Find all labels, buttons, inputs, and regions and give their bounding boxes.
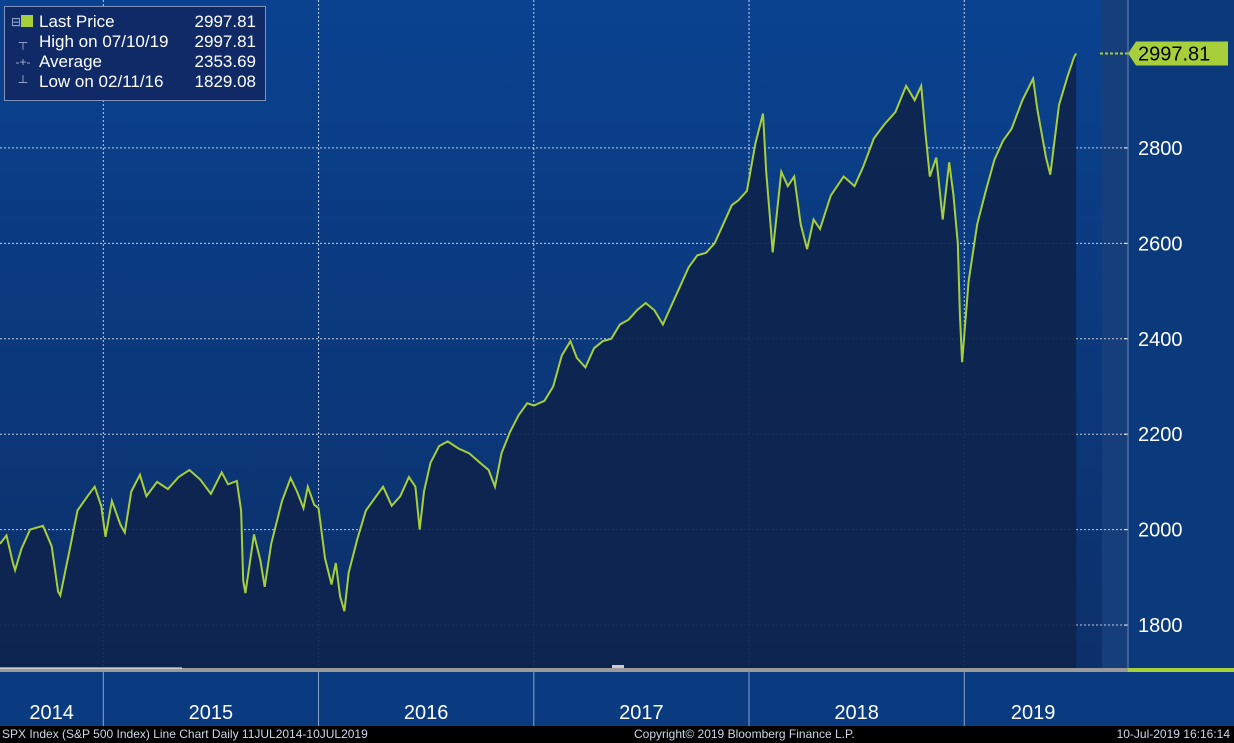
last-price-tag-text: 2997.81: [1138, 44, 1210, 66]
footer-timestamp: 10-Jul-2019 16:16:14: [1116, 727, 1230, 741]
x-year-label: 2016: [404, 702, 449, 724]
legend-row-high: ┬ High on 07/10/19 2997.81: [11, 32, 258, 52]
low-marker-icon: ┴: [18, 75, 28, 89]
legend-row-average: -+- Average 2353.69: [11, 52, 258, 72]
x-year-label: 2017: [619, 702, 664, 724]
legend-label: Last Price: [39, 12, 115, 31]
high-marker-icon: ┬: [18, 35, 28, 49]
last-price-tag: 2997.81: [1128, 41, 1228, 66]
x-axis-separator: [0, 668, 1234, 672]
x-axis: 2014 2015 2016 2017 2018 2019: [29, 672, 1055, 726]
legend-row-last-price: ⊟ Last Price 2997.81: [11, 12, 258, 32]
y-axis: 1800 2000 2200 2400 2600 2800: [1124, 0, 1183, 668]
legend-value: 1829.08: [194, 72, 256, 91]
y-tick-label: 2400: [1138, 329, 1183, 351]
legend-label: High on 07/10/19: [39, 32, 169, 51]
price-line: [0, 52, 1078, 612]
last-price-axis-marker: [1128, 668, 1234, 673]
x-year-label: 2014: [29, 702, 74, 724]
scroll-indicator: [0, 667, 182, 669]
average-marker-icon: -+-: [15, 55, 31, 69]
legend-row-low: ┴ Low on 02/11/16 1829.08: [11, 72, 258, 92]
future-band: [1102, 0, 1128, 668]
price-area-fill: [0, 53, 1077, 668]
y-tick-label: 2000: [1138, 520, 1183, 542]
drag-handle-icon[interactable]: [612, 665, 624, 668]
y-tick-label: 2600: [1138, 233, 1183, 255]
x-year-label: 2019: [1011, 702, 1056, 724]
y-tick-label: 2800: [1138, 138, 1183, 160]
footer-chart-description: SPX Index (S&P 500 Index) Line Chart Dai…: [2, 727, 368, 741]
x-year-label: 2015: [189, 702, 234, 724]
y-tick-label: 1800: [1138, 615, 1183, 637]
footer-bar: SPX Index (S&P 500 Index) Line Chart Dai…: [0, 726, 1234, 743]
last-price-swatch-icon: [21, 15, 33, 27]
x-year-label: 2018: [834, 702, 879, 724]
legend-value: 2997.81: [194, 12, 256, 31]
legend-label: Average: [39, 52, 103, 71]
legend-box: ⊟ Last Price 2997.81 ┬ High on 07/10/19 …: [4, 6, 266, 101]
footer-copyright: Copyright© 2019 Bloomberg Finance L.P.: [634, 727, 855, 741]
legend-value: 2997.81: [194, 32, 256, 51]
x-axis-band: [0, 672, 1234, 726]
y-tick-label: 2200: [1138, 424, 1183, 446]
collapse-icon[interactable]: ⊟: [11, 15, 22, 29]
legend-value: 2353.69: [194, 52, 256, 71]
legend-label: Low on 02/11/16: [39, 72, 164, 91]
